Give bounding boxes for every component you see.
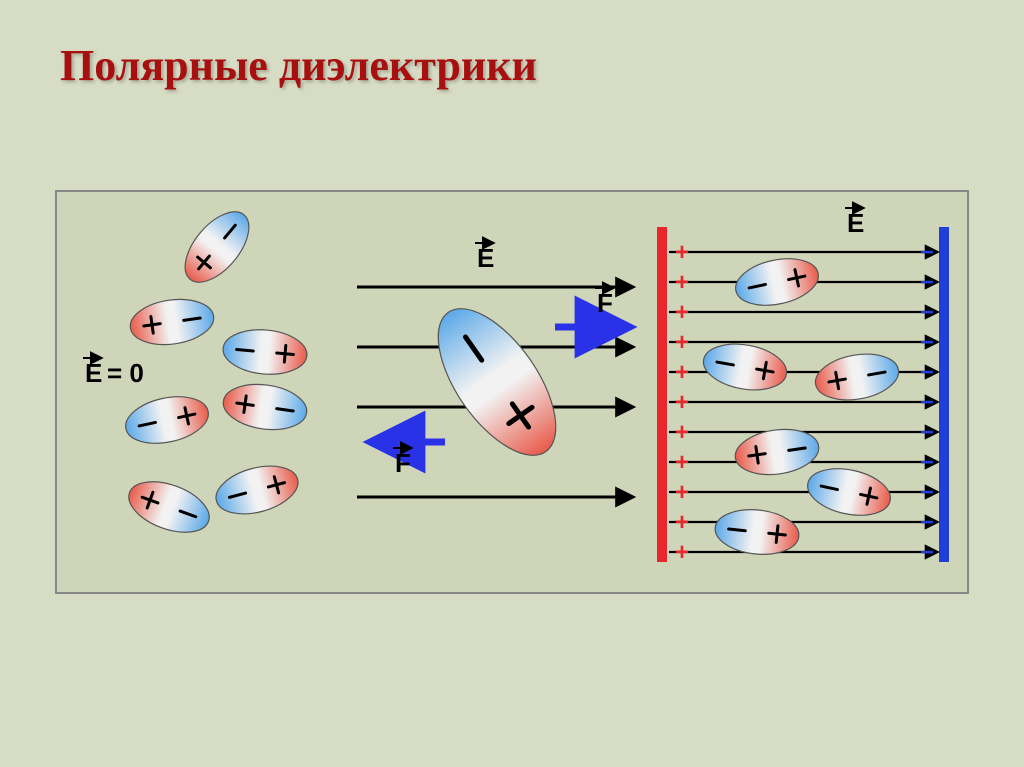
- svg-text:−: −: [920, 389, 934, 416]
- svg-text:−: −: [920, 299, 934, 326]
- svg-text:+: +: [675, 389, 689, 416]
- svg-text:−: −: [920, 329, 934, 356]
- svg-text:−: −: [920, 269, 934, 296]
- svg-text:= 0: = 0: [107, 358, 144, 388]
- svg-text:E: E: [847, 208, 864, 238]
- svg-text:−: −: [920, 419, 934, 446]
- svg-text:−: −: [920, 479, 934, 506]
- svg-text:+: +: [675, 269, 689, 296]
- diagram-svg: E= 0EFF+−+−+−+−+−+−+−+−+−+−+−E: [57, 192, 967, 592]
- svg-text:+: +: [675, 479, 689, 506]
- diagram-container: E= 0EFF+−+−+−+−+−+−+−+−+−+−+−E: [55, 190, 969, 594]
- svg-text:−: −: [920, 539, 934, 566]
- svg-text:+: +: [675, 419, 689, 446]
- svg-text:+: +: [675, 239, 689, 266]
- svg-text:E: E: [85, 358, 102, 388]
- svg-text:+: +: [675, 509, 689, 536]
- svg-text:+: +: [675, 329, 689, 356]
- svg-text:−: −: [920, 359, 934, 386]
- svg-text:−: −: [920, 509, 934, 536]
- svg-text:+: +: [675, 359, 689, 386]
- svg-text:−: −: [920, 239, 934, 266]
- svg-text:−: −: [920, 449, 934, 476]
- svg-text:F: F: [395, 448, 411, 478]
- svg-text:E: E: [477, 243, 494, 273]
- svg-text:F: F: [597, 288, 613, 318]
- svg-text:+: +: [675, 299, 689, 326]
- page-title: Полярные диэлектрики: [60, 40, 537, 91]
- svg-text:+: +: [675, 539, 689, 566]
- svg-text:+: +: [675, 449, 689, 476]
